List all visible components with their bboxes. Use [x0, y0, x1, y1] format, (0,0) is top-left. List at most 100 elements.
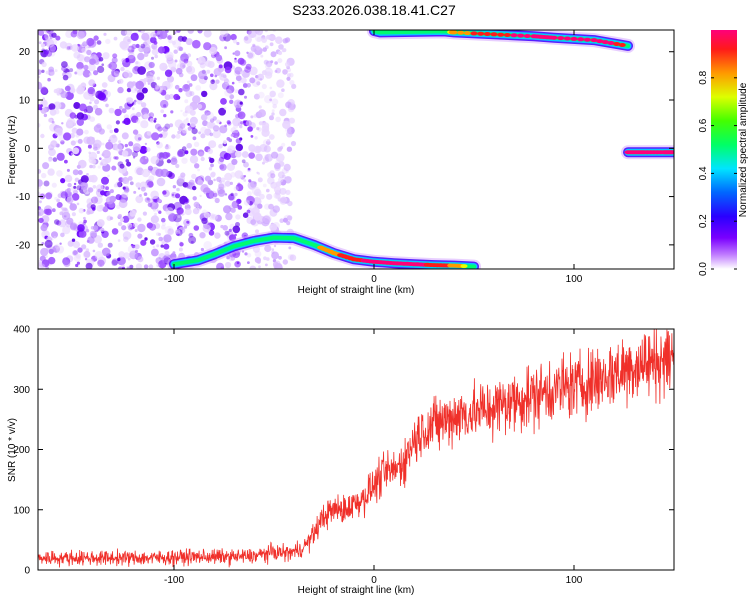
noise-speck [267, 176, 275, 185]
noise-speck [224, 172, 233, 181]
noise-speck [153, 119, 157, 123]
noise-speck [239, 101, 243, 105]
noise-speck [162, 126, 169, 132]
noise-speck [84, 129, 89, 135]
noise-speck [59, 242, 62, 245]
noise-speck [223, 33, 232, 42]
noise-speck [78, 230, 87, 238]
noise-speck [132, 151, 138, 158]
noise-speck [127, 54, 136, 64]
noise-speck [257, 91, 265, 99]
noise-speck [270, 60, 274, 64]
noise-speck [152, 245, 156, 249]
noise-speck [43, 180, 50, 187]
noise-speck [80, 175, 89, 184]
noise-speck [177, 148, 186, 157]
noise-speck [123, 117, 131, 125]
noise-speck [60, 206, 64, 210]
noise-speck [224, 46, 228, 50]
upper-ridge-core [517, 33, 525, 38]
noise-speck [238, 80, 241, 84]
noise-speck [210, 73, 214, 78]
noise-speck [89, 101, 92, 105]
noise-speck [158, 133, 163, 138]
noise-speck [279, 187, 287, 195]
noise-speck [114, 68, 120, 74]
noise-speck [249, 66, 258, 76]
noise-speck [235, 214, 241, 220]
noise-speck [131, 107, 135, 111]
noise-speck [244, 95, 247, 99]
noise-speck [269, 98, 272, 102]
noise-speck [123, 70, 132, 78]
noise-speck [203, 241, 212, 250]
noise-speck [188, 83, 193, 87]
y-tick-label: 100 [13, 505, 30, 516]
noise-speck [157, 46, 165, 54]
noise-speck [231, 158, 238, 165]
noise-speck [85, 262, 93, 269]
noise-speck [144, 142, 148, 146]
noise-speck [71, 193, 80, 201]
upper-ridge-core [490, 32, 498, 37]
noise-speck [256, 260, 261, 264]
noise-speck [168, 228, 171, 231]
noise-speck [76, 118, 85, 127]
upper-ridge-core [613, 42, 621, 46]
noise-speck [250, 219, 257, 226]
noise-speck [96, 219, 105, 227]
noise-speck [194, 163, 200, 169]
upper-ridge-core [577, 37, 585, 42]
noise-speck [121, 191, 129, 198]
spectrogram-ridges [167, 30, 674, 269]
noise-speck [263, 59, 269, 65]
noise-speck [120, 66, 125, 72]
noise-speck [129, 47, 132, 50]
noise-speck [83, 216, 86, 220]
noise-speck [108, 139, 111, 142]
noise-speck [230, 33, 237, 41]
noise-speck [213, 68, 222, 76]
noise-speck [264, 153, 273, 162]
noise-speck [261, 70, 267, 76]
noise-speck [132, 156, 136, 159]
noise-speck [242, 120, 246, 124]
noise-speck [212, 125, 220, 132]
noise-speck [113, 70, 120, 77]
noise-speck [48, 118, 53, 123]
noise-speck [205, 187, 211, 193]
noise-speck [54, 69, 58, 73]
noise-speck [129, 209, 137, 217]
noise-speck [115, 120, 120, 125]
noise-speck [134, 244, 140, 250]
noise-speck [232, 39, 238, 44]
y-tick-label: 10 [19, 96, 31, 107]
noise-speck [206, 69, 211, 74]
spectrogram-y-label: Frequency (Hz) [7, 116, 18, 185]
noise-speck [288, 246, 292, 250]
noise-speck [161, 222, 166, 227]
noise-speck [151, 56, 154, 60]
noise-speck [61, 61, 68, 68]
noise-speck [170, 110, 174, 114]
noise-speck [78, 54, 87, 63]
noise-speck [185, 184, 190, 188]
noise-speck [230, 133, 234, 137]
noise-speck [48, 103, 56, 111]
noise-speck [225, 212, 233, 221]
noise-speck [113, 183, 118, 188]
noise-speck [230, 127, 237, 133]
noise-speck [85, 229, 90, 233]
noise-speck [72, 30, 78, 35]
noise-speck [163, 234, 172, 243]
noise-speck [183, 84, 189, 90]
noise-speck [220, 73, 224, 78]
noise-speck [76, 61, 84, 70]
noise-speck [278, 255, 282, 260]
noise-speck [266, 188, 270, 193]
noise-speck [86, 136, 95, 145]
noise-speck [190, 240, 194, 244]
y-tick-label: 0 [24, 566, 30, 577]
noise-speck [206, 121, 214, 129]
noise-speck [82, 69, 91, 78]
